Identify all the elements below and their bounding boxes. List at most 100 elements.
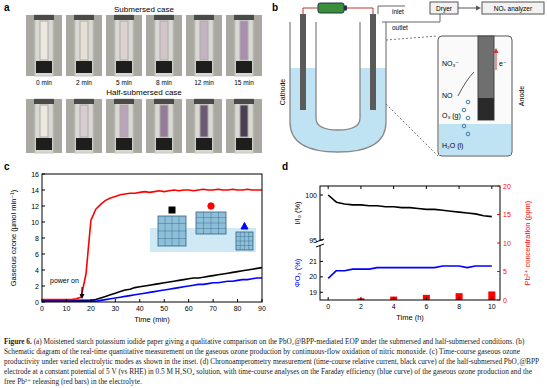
starch-paper [240, 105, 248, 137]
anode-rod [370, 14, 376, 110]
y2-tick-label: 10 [503, 240, 511, 247]
tube-cap [34, 15, 54, 20]
inset-mesh [158, 231, 186, 232]
x-tick-label: 20 [87, 305, 95, 312]
inset-electrode [158, 216, 186, 246]
tube [235, 99, 253, 153]
starch-paper [160, 21, 168, 60]
x-tick [328, 186, 329, 189]
time-label: 2 min [76, 79, 92, 86]
y-tick-label: 6 [35, 251, 39, 258]
inset-mesh [236, 241, 253, 242]
y2-tick-label: 5 [503, 268, 507, 275]
y-tick [42, 270, 45, 271]
y2-tick [497, 300, 500, 301]
time-label: 15 min [234, 79, 254, 86]
starch-paper [240, 21, 248, 60]
tube-cap [154, 99, 174, 104]
electrode [36, 138, 52, 150]
x-tick [360, 186, 361, 189]
y2-tick [497, 243, 500, 244]
y-tick [42, 174, 45, 175]
y-tick-label: 14 [31, 187, 39, 194]
y-tick-label: 10 [31, 219, 39, 226]
x-tick [491, 186, 492, 189]
tube [75, 15, 93, 76]
y-tick [320, 276, 323, 277]
inset-mesh [218, 212, 219, 234]
x-tick-label: 6 [424, 303, 428, 310]
tube-cap [34, 99, 54, 104]
legend-marker [169, 207, 175, 213]
time-label: 5 min [116, 79, 132, 86]
battery-cap [344, 6, 347, 11]
y2-tick [497, 186, 500, 187]
photo [26, 99, 62, 153]
series-line [328, 195, 492, 217]
bubble [466, 100, 470, 104]
plot-frame [42, 174, 262, 302]
electrode [76, 138, 92, 150]
bar [423, 295, 430, 300]
electrode [76, 61, 92, 73]
y-tick [320, 195, 323, 196]
tube [35, 99, 53, 153]
x-tick-label: 8 [457, 303, 461, 310]
x-tick-label: 90 [258, 305, 266, 312]
x-tick-label: 70 [209, 305, 217, 312]
photo [146, 99, 182, 153]
x-tick-label: 50 [160, 305, 168, 312]
y2-tick-label: 0 [503, 297, 507, 304]
species-label: NO [442, 92, 453, 99]
x-tick [360, 297, 361, 300]
series-line [42, 278, 262, 301]
row-title: Submersed case [114, 5, 175, 14]
series-line [42, 189, 262, 299]
electrode [116, 138, 132, 150]
panel-label: a [4, 2, 10, 13]
gas-line [458, 8, 476, 9]
y-tick [42, 222, 45, 223]
u-tube [316, 22, 360, 130]
tube [195, 15, 213, 76]
caption: Figure 6. (a) Moistened starch potassium… [4, 337, 543, 387]
annotation-arrow [82, 287, 83, 295]
y2-tick-label: 15 [503, 211, 511, 218]
anode-rod [478, 36, 494, 120]
x-tick [42, 299, 43, 302]
panel-label: b [272, 2, 278, 13]
electrolyte [439, 124, 511, 155]
legend-marker [241, 223, 248, 230]
bubble [466, 132, 470, 136]
y-tick-label: 0 [35, 299, 39, 306]
inset-mesh [248, 232, 249, 250]
y-tick-label: 4 [35, 267, 39, 274]
y-tick-label: 8 [35, 235, 39, 242]
x-tick [426, 186, 427, 189]
tube [35, 15, 53, 76]
x-tick [459, 186, 460, 189]
box-label: NOₓ analyzer [494, 5, 533, 13]
tube-cap [234, 15, 254, 20]
photo [226, 99, 262, 153]
zoom-box [438, 36, 512, 156]
bar-area [357, 291, 495, 300]
time-label: 0 min [36, 79, 52, 86]
x-tick [164, 299, 165, 302]
x-tick [459, 297, 460, 300]
electrode-label: Anode [518, 86, 525, 106]
legend-marker [208, 203, 214, 209]
tube-cap [194, 15, 214, 20]
y-tick-label: 19 [309, 289, 317, 296]
tube-cap [154, 15, 174, 20]
electrode [156, 61, 172, 73]
photo [106, 99, 142, 153]
inset-mesh [196, 228, 226, 229]
gas-line [378, 6, 405, 14]
y-tick-label: 12 [31, 203, 39, 210]
arrow-head [494, 48, 499, 53]
electrode [236, 138, 252, 150]
x-tick-label: 40 [136, 305, 144, 312]
starch-paper [120, 105, 128, 137]
x-tick [188, 299, 189, 302]
